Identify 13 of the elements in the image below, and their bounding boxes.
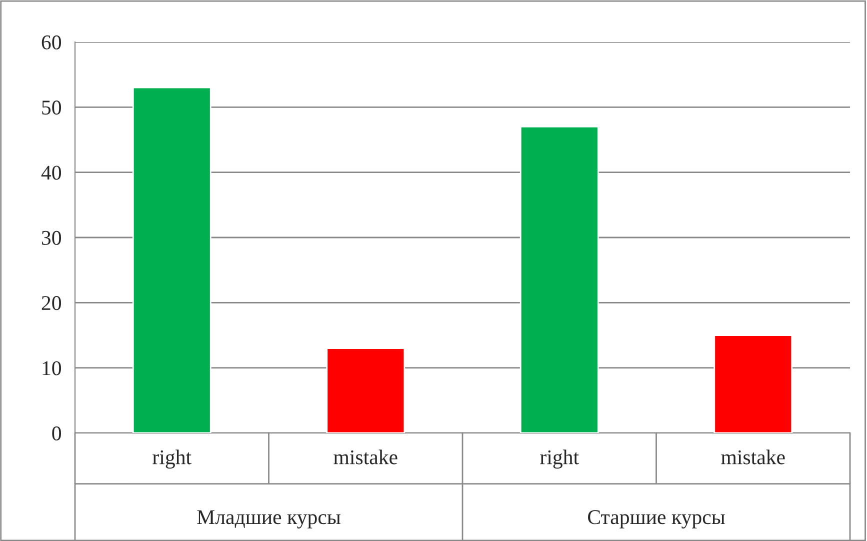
x-tick-label: mistake: [334, 450, 398, 464]
y-tick-label: 40: [41, 166, 62, 180]
y-tick-label: 20: [42, 296, 62, 310]
text: Старшие курсы: [588, 510, 725, 528]
x-tick-label: mistake: [721, 450, 785, 464]
y-tick-label: 60: [42, 35, 62, 50]
x-tick-label: right: [152, 450, 192, 469]
y-tick-label: 10: [42, 361, 62, 376]
y-tick-label: 0: [52, 426, 62, 440]
y-tick-label: 50: [42, 100, 62, 115]
x-tick-label: right: [540, 450, 579, 469]
text: Младшие курсы: [197, 510, 340, 528]
y-tick-label: 30: [42, 230, 62, 245]
